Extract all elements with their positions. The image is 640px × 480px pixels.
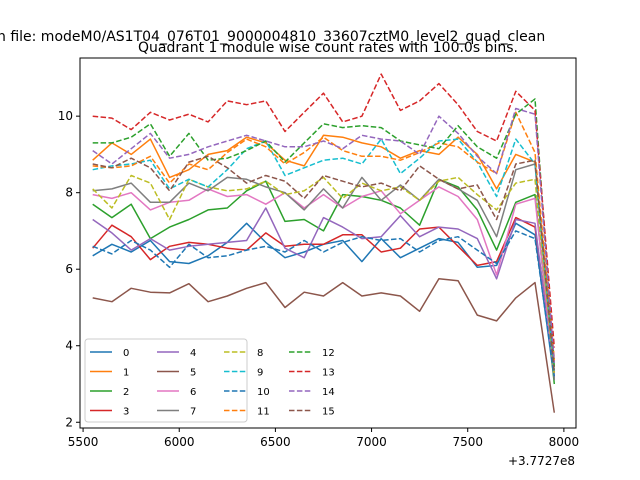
legend-label-2: 2 <box>123 387 129 398</box>
series-line-5 <box>92 278 556 413</box>
series-line-7 <box>92 163 556 381</box>
legend-box <box>84 338 248 423</box>
legend-label-9: 9 <box>257 368 263 379</box>
legend-label-15: 15 <box>322 407 335 418</box>
legend-label-11: 11 <box>257 407 270 418</box>
y-tick-label: 10 <box>58 109 73 123</box>
series-line-3 <box>92 216 556 373</box>
series-line-11 <box>92 111 556 360</box>
legend-label-1: 1 <box>123 368 129 379</box>
legend-label-7: 7 <box>190 407 196 418</box>
x-tick-label: 6000 <box>164 435 195 449</box>
x-tick-label: 8000 <box>549 435 580 449</box>
legend-label-0: 0 <box>123 348 129 359</box>
legend-label-12: 12 <box>322 348 335 359</box>
series-line-2 <box>92 178 556 385</box>
series-layer <box>92 73 556 413</box>
x-tick-label: 7500 <box>452 435 483 449</box>
series-line-8 <box>92 174 556 375</box>
series-line-14 <box>92 107 556 364</box>
legend-label-6: 6 <box>190 387 196 398</box>
series-line-12 <box>92 98 556 367</box>
legend-label-3: 3 <box>123 407 129 418</box>
x-tick-label: 5500 <box>68 435 99 449</box>
series-line-1 <box>92 134 556 362</box>
y-tick-label: 4 <box>65 339 73 353</box>
x-tick-label: 6500 <box>260 435 291 449</box>
series-line-13 <box>92 73 556 348</box>
series-line-10 <box>92 230 556 377</box>
legend-label-5: 5 <box>190 368 196 379</box>
suptitle: n file: modeM0/AS1T04_076T01_9000004810_… <box>0 29 545 45</box>
y-tick-label: 2 <box>65 415 73 429</box>
y-tick-label: 8 <box>65 186 73 200</box>
series-line-4 <box>92 207 556 379</box>
chart-title: Quadrant 1 module wise count rates with … <box>138 40 518 56</box>
legend-label-10: 10 <box>257 387 270 398</box>
series-line-15 <box>92 155 556 373</box>
legend-label-13: 13 <box>322 368 335 379</box>
legend-label-14: 14 <box>322 387 335 398</box>
legend-label-8: 8 <box>257 348 263 359</box>
plot-area-frame <box>79 57 577 429</box>
y-tick-label: 6 <box>65 262 73 276</box>
x-tick-label: 7000 <box>356 435 387 449</box>
legend-label-4: 4 <box>190 348 196 359</box>
x-offset-label: +3.7727e8 <box>508 454 575 468</box>
